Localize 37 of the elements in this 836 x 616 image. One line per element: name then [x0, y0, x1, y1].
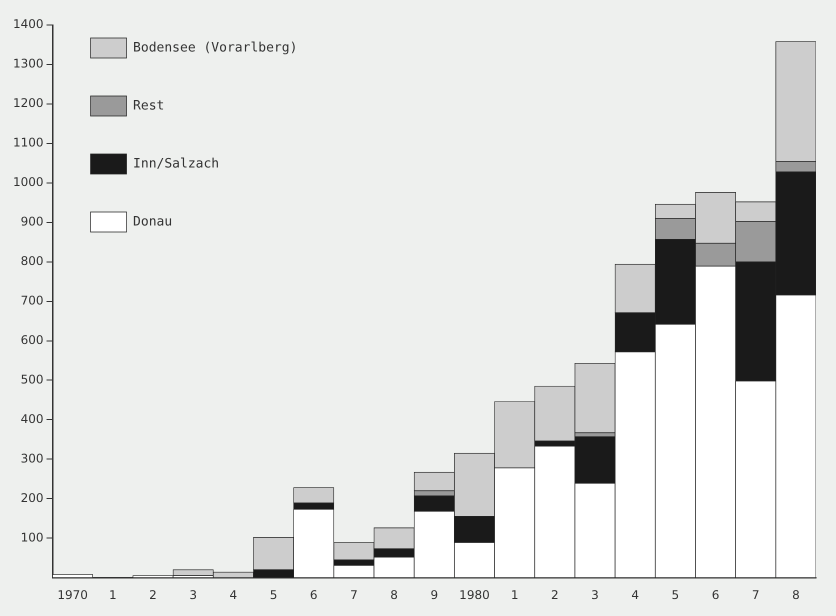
y-tick-label: 600: [20, 332, 44, 347]
y-tick-label: 100: [20, 530, 44, 544]
legend-label: Bodensee (Vorarlberg): [133, 40, 298, 56]
x-tick-label: 1970: [57, 588, 88, 602]
x-tick-label: 1980: [459, 588, 490, 602]
x-tick-label: 3: [189, 588, 197, 602]
y-tick-label: 700: [20, 293, 44, 308]
x-tick-label: 4: [230, 588, 238, 602]
x-tick-label: 1: [510, 588, 518, 602]
y-tick-label: 300: [20, 451, 44, 466]
y-tick-label: 1400: [12, 17, 44, 32]
legend-label: Rest: [133, 98, 164, 114]
legend-label: Donau: [133, 214, 172, 230]
x-tick-label: 6: [712, 588, 720, 602]
x-tick-label: 2: [149, 588, 157, 602]
x-tick-label: 1: [108, 588, 117, 602]
legend-label: Inn/Salzach: [133, 156, 220, 172]
y-tick-label: 1100: [12, 136, 44, 150]
x-tick-label: 2: [550, 588, 559, 602]
y-tick-label: 200: [20, 490, 44, 505]
y-tick-label: 900: [20, 214, 44, 228]
x-tick-label: 3: [591, 588, 599, 602]
x-tick-label: 6: [310, 588, 318, 602]
y-tick-label: 1300: [12, 56, 44, 71]
y-tick-label: 1200: [12, 96, 44, 110]
x-tick-label: 7: [752, 588, 760, 602]
x-tick-label: 7: [350, 588, 358, 602]
y-tick-label: 500: [20, 372, 44, 386]
x-tick-label: 5: [672, 588, 680, 602]
x-tick-label: 8: [390, 588, 398, 602]
x-tick-label: 8: [792, 588, 800, 602]
y-tick-label: 1000: [12, 175, 44, 190]
y-tick-label: 800: [20, 254, 44, 268]
y-tick-label: 400: [20, 412, 44, 426]
x-tick-label: 9: [430, 588, 438, 602]
x-tick-label: 4: [631, 588, 639, 602]
x-tick-label: 5: [270, 588, 278, 602]
